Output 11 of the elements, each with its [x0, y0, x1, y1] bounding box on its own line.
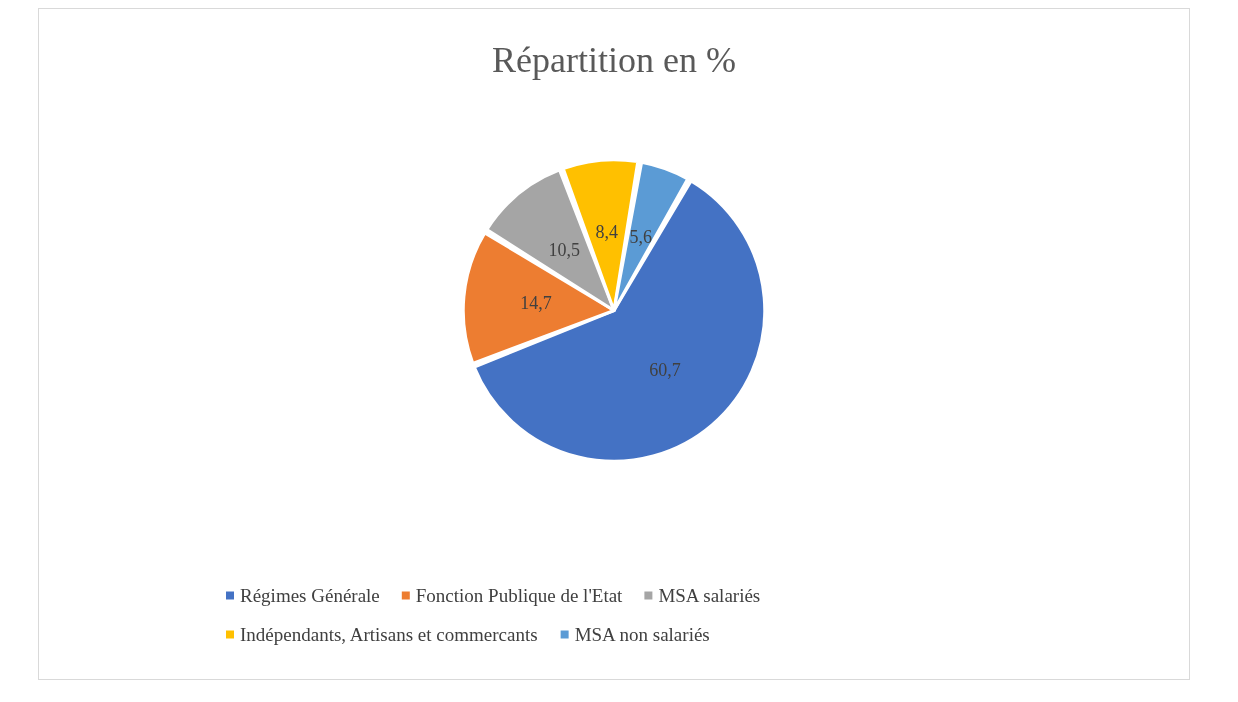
data-label: 60,7 [649, 359, 681, 380]
legend-label: Régimes Générale [240, 585, 380, 606]
legend-label: MSA non salariés [574, 624, 710, 645]
data-label: 8,4 [595, 222, 618, 243]
legend-label: Fonction Publique de l'Etat [415, 585, 624, 606]
chart-title: Répartition en % [492, 40, 736, 80]
legend-label: Indépendants, Artisans et commercants [240, 624, 538, 645]
data-label: 10,5 [548, 239, 581, 260]
data-label: 5,6 [629, 226, 652, 247]
data-label: 14,7 [520, 293, 552, 314]
legend-label: MSA salariés [658, 585, 761, 606]
